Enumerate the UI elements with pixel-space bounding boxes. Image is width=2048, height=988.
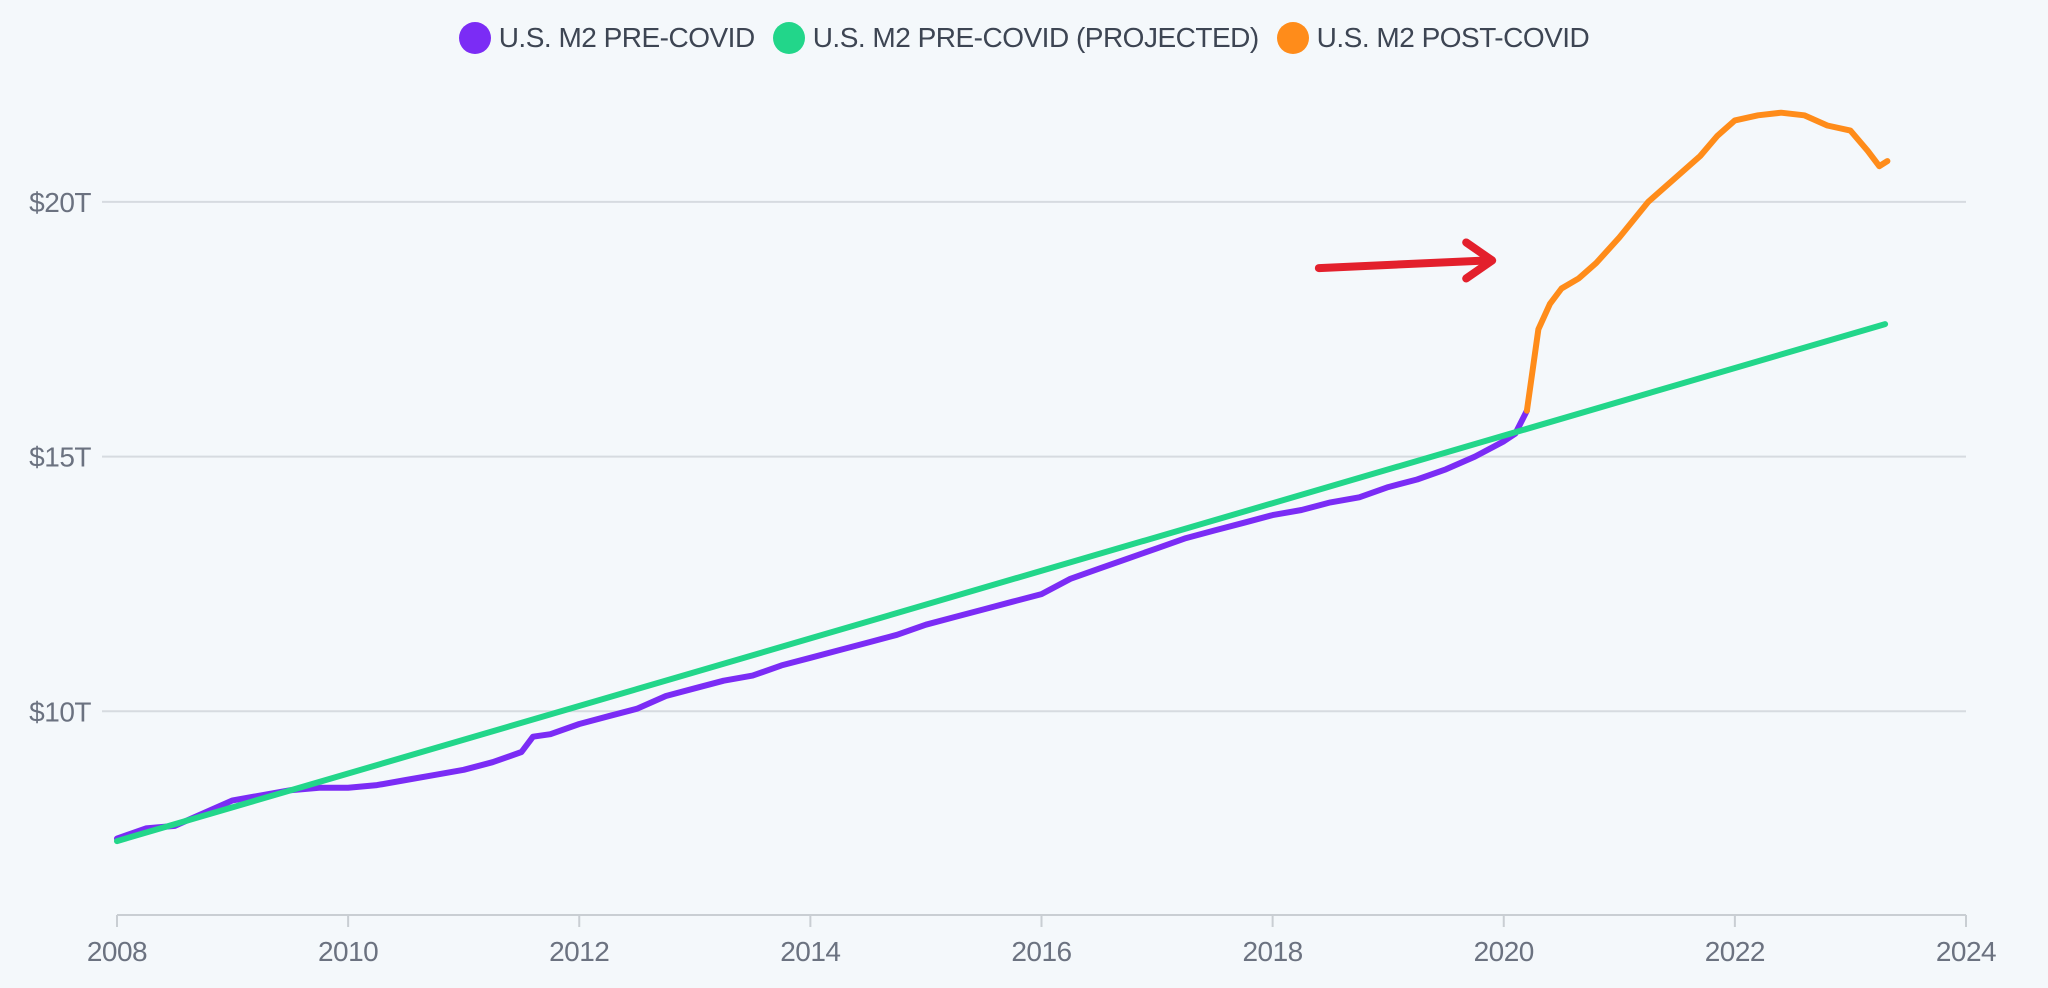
y-tick-label: $10T (29, 696, 91, 727)
legend-dot-pre-covid (458, 22, 491, 54)
series-line-projected (114, 321, 1889, 845)
annotation-arrow-head (1462, 238, 1497, 283)
annotation-arrow-shaft (1314, 256, 1491, 273)
legend-item-projected: U.S. M2 PRE-COVID (PROJECTED) (772, 22, 1259, 54)
x-tick-label: 2020 (1474, 936, 1534, 967)
x-tick-label: 2016 (1011, 936, 1071, 967)
legend-dot-post-covid (1276, 22, 1309, 54)
x-tick-label: 2008 (87, 936, 147, 967)
legend-item-pre-covid: U.S. M2 PRE-COVID (458, 22, 755, 54)
x-tick-label: 2014 (780, 936, 840, 967)
series-line-pre-covid (114, 407, 1530, 842)
legend-label-projected: U.S. M2 PRE-COVID (PROJECTED) (812, 22, 1259, 53)
y-tick-label: $15T (29, 442, 91, 473)
y-tick-label: $20T (29, 187, 91, 218)
x-tick-label: 2018 (1242, 936, 1302, 967)
x-tick-label: 2022 (1705, 936, 1765, 967)
x-tick-label: 2010 (318, 936, 378, 967)
legend-item-post-covid: U.S. M2 POST-COVID (1276, 22, 1590, 54)
legend-dot-projected (772, 22, 805, 54)
legend: U.S. M2 PRE-COVID U.S. M2 PRE-COVID (PRO… (0, 22, 2048, 54)
x-tick-label: 2012 (549, 936, 609, 967)
series-line-post-covid (1523, 109, 1891, 414)
legend-label-pre-covid: U.S. M2 PRE-COVID (498, 22, 755, 53)
legend-label-post-covid: U.S. M2 POST-COVID (1316, 22, 1590, 53)
x-tick-label: 2024 (1936, 936, 1996, 967)
